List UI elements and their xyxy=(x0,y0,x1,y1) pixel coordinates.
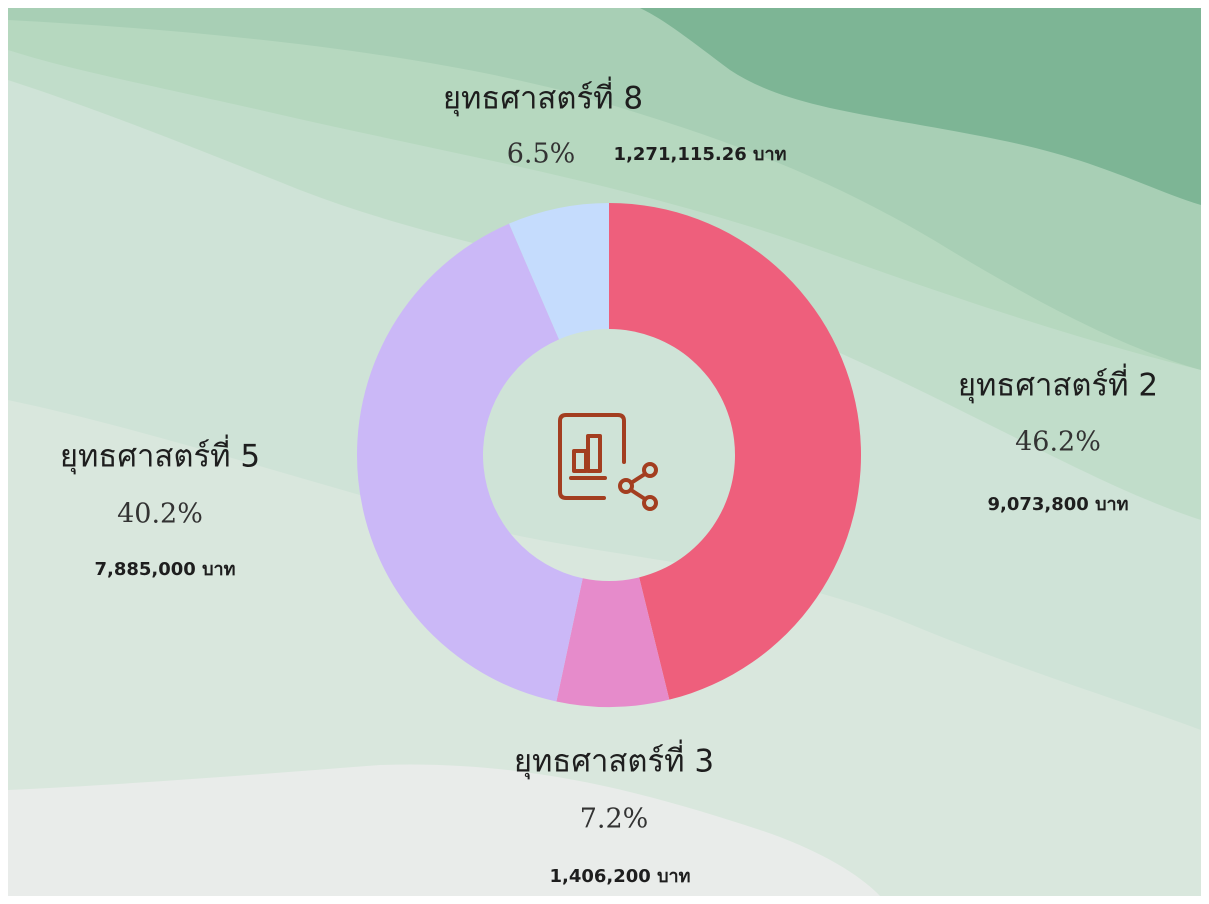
percent-label: 40.2% xyxy=(117,499,203,530)
slice-title: ยุทธศาสตร์ที่ 5 xyxy=(60,435,260,476)
percent-label: 7.2% xyxy=(580,804,649,835)
percent-label: 6.5% xyxy=(507,139,576,170)
slice-title: ยุทธศาสตร์ที่ 2 xyxy=(958,364,1158,405)
amount-label: 7,885,000 บาท xyxy=(94,559,235,580)
amount-label: 9,073,800 บาท xyxy=(987,494,1128,515)
chart: ยุทธศาสตร์ที่ 246.2%9,073,800 บาทยุทธศาส… xyxy=(0,0,1209,904)
slice-title: ยุทธศาสตร์ที่ 8 xyxy=(443,77,643,118)
slice-title: ยุทธศาสตร์ที่ 3 xyxy=(514,740,714,781)
amount-label: 1,406,200 บาท xyxy=(549,866,690,887)
amount-label: 1,271,115.26 บาท xyxy=(614,144,787,165)
percent-label: 46.2% xyxy=(1015,427,1101,458)
